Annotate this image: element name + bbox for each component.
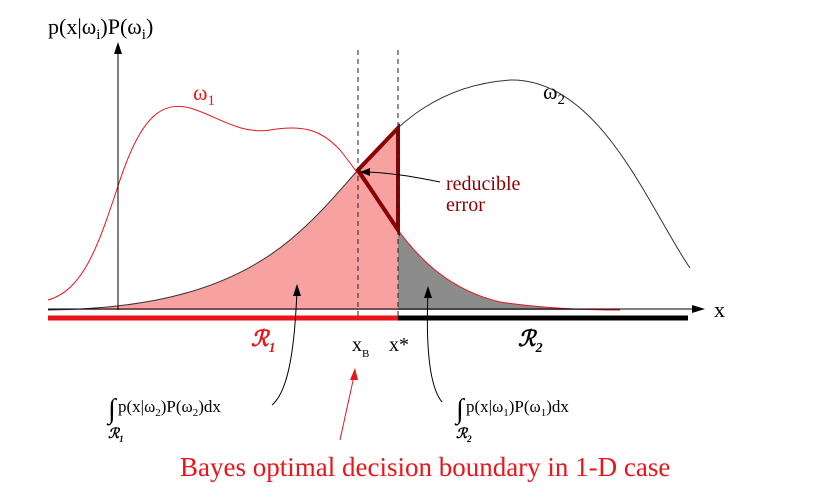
caption-pointer-arrow [339, 375, 355, 441]
right-integral-arrowhead [424, 286, 432, 298]
y-axis-label: p(x|ωi)P(ωi) [48, 14, 153, 43]
y-axis-arrowhead [114, 42, 122, 54]
left-integral-region: ℛ1 [108, 426, 124, 444]
reducible-error-label-line1: reducible [446, 173, 521, 195]
class2-label: ω2 [543, 79, 565, 108]
left-integral-symbol: ∫ [106, 394, 118, 426]
left-integral-expression: p(x|ω2)P(ω2)dx [118, 397, 221, 419]
region1-error-area [48, 128, 398, 310]
class1-density-curve [47, 105, 621, 311]
region2-label: ℛ2 [518, 326, 543, 356]
caption-pointer-arrowhead [350, 368, 358, 380]
class1-label: ω1 [193, 80, 215, 109]
reducible-error-arrowhead [360, 168, 370, 176]
x-axis-arrowhead [692, 305, 705, 313]
caption: Bayes optimal decision boundary in 1-D c… [180, 452, 671, 482]
left-integral-arrowhead [293, 284, 301, 296]
xstar-label: x* [389, 334, 409, 356]
right-integral-region: ℛ2 [456, 426, 472, 444]
region1-label: ℛ1 [251, 326, 276, 356]
right-integral-arrow [426, 291, 443, 403]
left-integral-arrow [271, 289, 298, 406]
x-axis-label: x [714, 297, 725, 322]
reducible-error-label-line2: error [446, 194, 485, 216]
xb-label: xB [352, 334, 369, 360]
right-integral-expression: p(x|ω1)P(ω1)dx [466, 397, 569, 419]
region2-error-area [398, 230, 620, 310]
right-integral-symbol: ∫ [454, 394, 466, 426]
